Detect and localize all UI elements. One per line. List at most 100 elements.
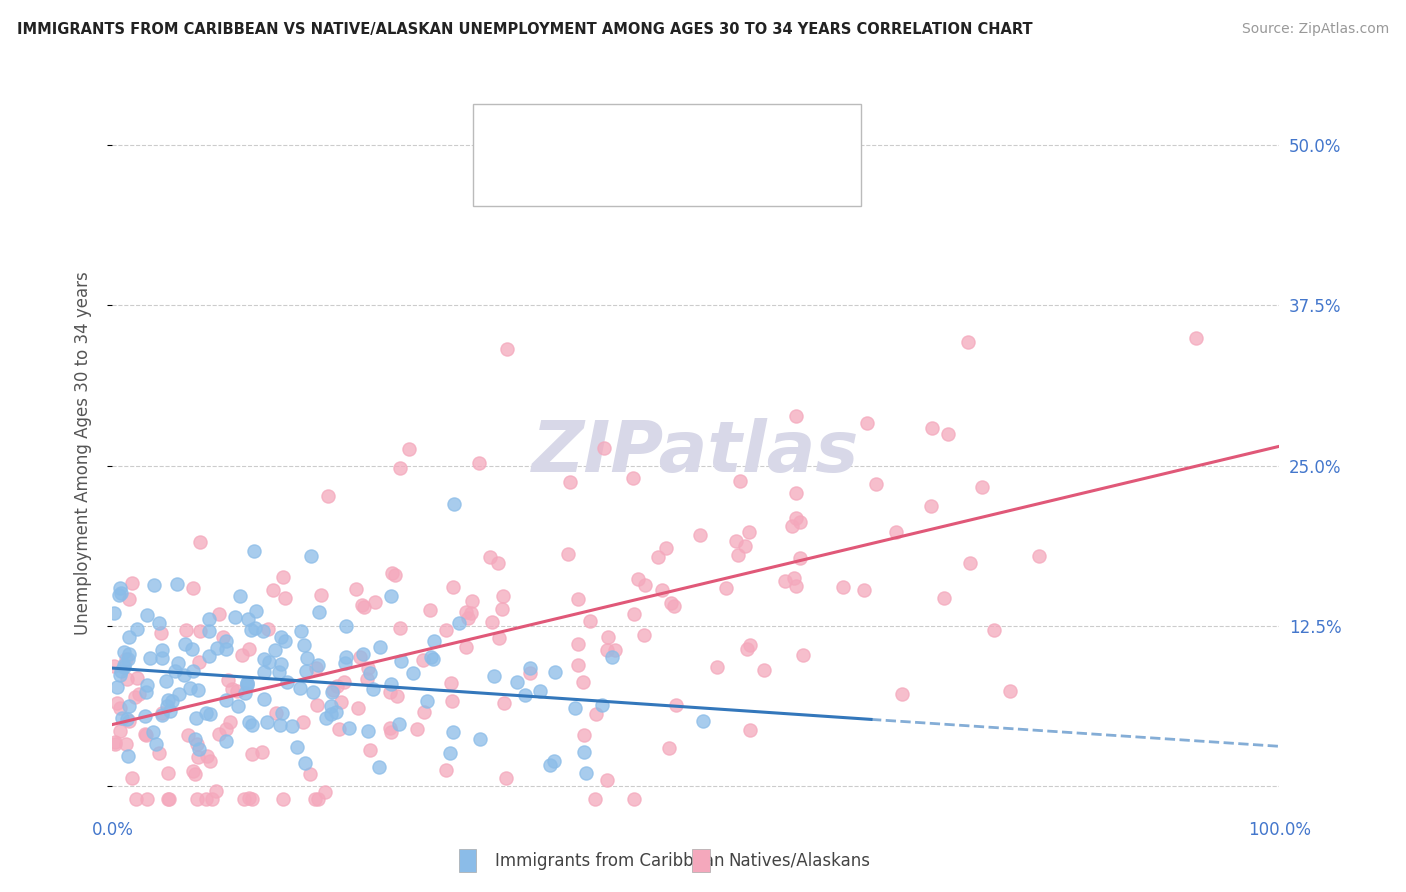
Point — [330, 695, 353, 709]
Point — [297, 651, 319, 665]
Point — [157, 792, 180, 806]
Point — [406, 722, 429, 736]
Point — [215, 733, 238, 747]
Point — [412, 653, 434, 667]
Point — [187, 749, 209, 764]
Point — [186, 737, 208, 751]
Point — [226, 698, 249, 713]
Point — [257, 623, 280, 637]
Point — [207, 641, 229, 656]
Point — [402, 666, 425, 681]
Point — [567, 591, 589, 606]
Point — [932, 591, 955, 606]
Point — [264, 643, 287, 657]
Point — [865, 477, 887, 491]
Point — [752, 663, 775, 677]
Point — [423, 634, 446, 648]
Point — [307, 792, 329, 806]
Point — [350, 598, 373, 612]
Point — [357, 724, 380, 739]
Point — [494, 697, 516, 711]
Point — [384, 567, 406, 582]
Point — [591, 698, 613, 712]
Point — [273, 633, 295, 648]
Point — [368, 759, 391, 773]
Point — [148, 615, 170, 630]
Point — [706, 660, 728, 674]
Point — [461, 593, 484, 607]
Point — [454, 606, 477, 620]
Point — [125, 671, 148, 685]
Point — [274, 591, 297, 605]
Point — [150, 625, 173, 640]
Point — [506, 674, 529, 689]
Point — [124, 690, 146, 704]
Point — [238, 612, 260, 626]
Point — [212, 630, 235, 644]
Point — [155, 673, 177, 688]
Point — [468, 456, 491, 470]
Point — [572, 745, 595, 759]
Point — [780, 519, 803, 533]
Point — [115, 737, 138, 751]
Point — [110, 724, 132, 739]
Point — [596, 773, 619, 788]
Point — [785, 579, 807, 593]
Point — [148, 746, 170, 760]
Point — [380, 589, 402, 603]
Point — [156, 693, 179, 707]
Point — [349, 649, 371, 664]
Point — [314, 785, 336, 799]
Point — [125, 792, 148, 806]
Point — [177, 728, 200, 742]
Point — [567, 636, 589, 650]
Point — [134, 708, 156, 723]
Text: R =: R = — [533, 153, 574, 171]
Point — [198, 706, 221, 721]
Point — [852, 583, 875, 598]
Point — [468, 732, 491, 747]
Point — [188, 535, 211, 549]
Text: Natives/Alaskans: Natives/Alaskans — [728, 852, 870, 870]
Point — [633, 627, 655, 641]
Point — [288, 681, 311, 696]
Text: ZIPatlas: ZIPatlas — [533, 418, 859, 487]
Point — [957, 335, 980, 350]
Point — [197, 612, 219, 626]
Point — [419, 650, 441, 665]
Point — [389, 654, 412, 668]
Point — [308, 605, 330, 619]
Point — [118, 698, 141, 713]
Point — [118, 647, 141, 661]
Point — [564, 700, 586, 714]
Point — [422, 652, 444, 666]
Point — [270, 630, 292, 644]
Point — [1028, 549, 1050, 563]
Point — [187, 742, 209, 756]
Point — [347, 701, 370, 715]
Point — [180, 641, 202, 656]
Point — [441, 694, 464, 708]
Point — [543, 754, 565, 768]
Point — [208, 607, 231, 622]
Point — [482, 669, 505, 683]
Point — [921, 420, 943, 434]
Point — [269, 718, 291, 732]
Point — [460, 606, 482, 620]
Point — [785, 485, 807, 500]
Point — [387, 717, 409, 731]
Point — [176, 624, 198, 638]
Point — [579, 614, 602, 628]
Point — [250, 745, 273, 759]
Point — [225, 684, 247, 698]
Point — [353, 599, 375, 614]
Point — [104, 734, 127, 748]
Point — [169, 687, 191, 701]
Point — [307, 698, 329, 712]
Point — [231, 648, 253, 662]
Text: IMMIGRANTS FROM CARIBBEAN VS NATIVE/ALASKAN UNEMPLOYMENT AMONG AGES 30 TO 34 YEA: IMMIGRANTS FROM CARIBBEAN VS NATIVE/ALAS… — [17, 22, 1032, 37]
Point — [782, 571, 804, 585]
Point — [150, 643, 173, 657]
Point — [519, 665, 541, 680]
Text: N =: N = — [685, 153, 721, 171]
